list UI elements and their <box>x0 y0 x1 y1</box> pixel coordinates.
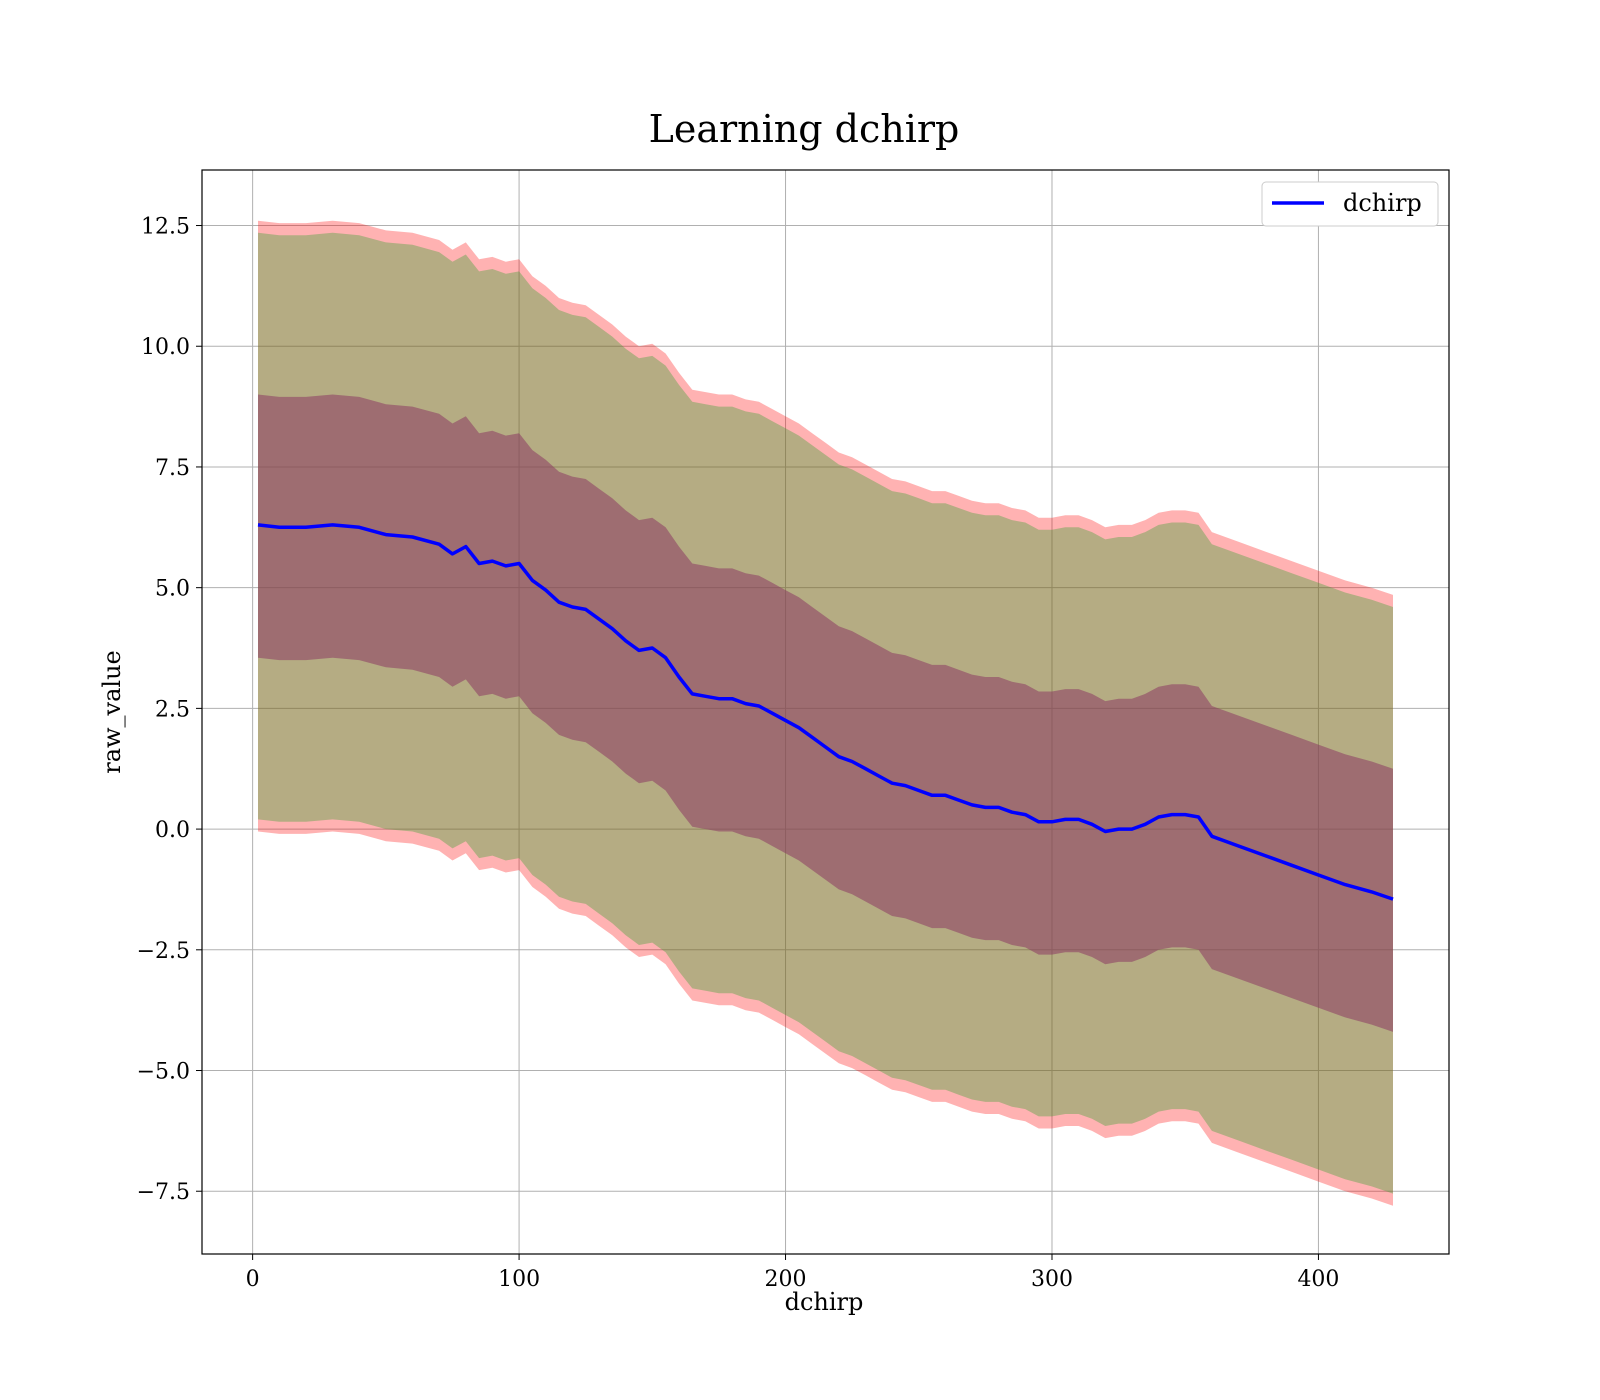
series-line-dchirp <box>257 523 1394 901</box>
legend-box <box>1261 181 1439 227</box>
uncertainty-bands <box>258 220 1393 1206</box>
x-tick-label: 400 <box>1297 1267 1339 1292</box>
y-tick-label: 10.0 <box>141 335 190 360</box>
y-tick-label: 12.5 <box>141 215 190 240</box>
band-core <box>258 394 1393 1032</box>
axes-frame <box>201 169 1450 1255</box>
y-axis-label: raw_value <box>98 650 126 774</box>
y-tick-label: 5.0 <box>155 577 190 602</box>
y-tick-label: 2.5 <box>155 697 190 722</box>
x-tick-label: 0 <box>246 1267 260 1292</box>
y-tick-label: −5.0 <box>137 1060 190 1085</box>
y-tick-label: 0.0 <box>155 818 190 843</box>
y-tick-label: −7.5 <box>137 1180 190 1205</box>
chart-title: Learning dchirp <box>649 107 960 151</box>
x-tick-label: 100 <box>498 1267 540 1292</box>
y-tick-label: 7.5 <box>155 456 190 481</box>
x-tick-label: 200 <box>765 1267 807 1292</box>
y-axis-ticks: −7.5 −5.0 −2.5 0.0 2.5 5.0 7.5 10.0 12.5 <box>137 215 202 1205</box>
plot-area <box>201 169 1450 1255</box>
legend: dchirp <box>1261 181 1439 227</box>
series-lines <box>257 523 1394 901</box>
x-axis-label: dchirp <box>785 1288 864 1316</box>
x-axis-ticks: 0 100 200 300 400 <box>246 1254 1339 1292</box>
legend-label-dchirp: dchirp <box>1343 189 1422 217</box>
y-tick-label: −2.5 <box>137 939 190 964</box>
x-tick-label: 300 <box>1031 1267 1073 1292</box>
